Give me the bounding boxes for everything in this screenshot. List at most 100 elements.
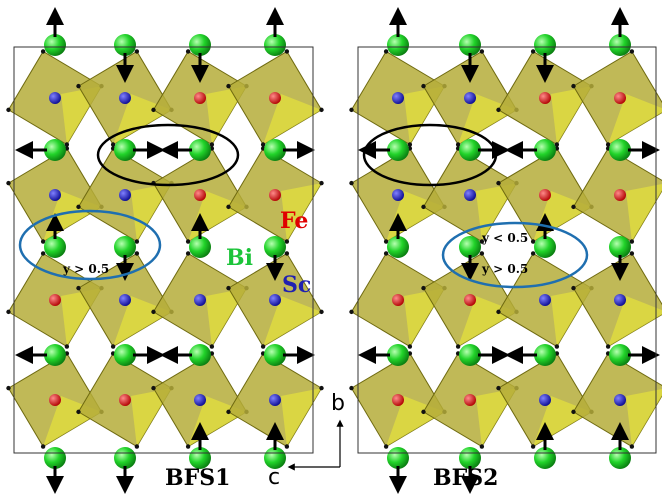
panel-title: BFS2: [433, 465, 498, 491]
oxygen: [151, 108, 155, 112]
oxygen: [65, 142, 69, 146]
bi-atom: [387, 236, 409, 258]
oxygen: [319, 310, 323, 314]
figure: Fe Bi Sc y > 0.5 y < 0.5 y > 0.5 BFS1 BF…: [0, 0, 662, 494]
oxygen: [111, 142, 115, 146]
b-site-atom: [614, 394, 626, 406]
oxygen: [421, 286, 425, 290]
oxygen: [384, 444, 388, 448]
b-site-atom: [269, 189, 281, 201]
b-site-atom: [392, 92, 404, 104]
oxygen: [6, 108, 10, 112]
axis-label: c: [268, 465, 280, 490]
oxygen: [261, 142, 265, 146]
fe-label: Fe: [280, 208, 308, 234]
bi-atom: [609, 447, 631, 469]
oxygen: [226, 205, 230, 209]
b-site-atom: [392, 189, 404, 201]
oxygen: [349, 181, 353, 185]
b-site-atom: [464, 294, 476, 306]
oxygen: [384, 239, 388, 243]
b-site-atom: [539, 394, 551, 406]
b-site-atom: [119, 294, 131, 306]
b-site-atom: [464, 189, 476, 201]
oxygen: [480, 444, 484, 448]
oxygen: [630, 251, 634, 255]
oxygen: [41, 444, 45, 448]
oxygen: [135, 251, 139, 255]
b-site-atom: [614, 92, 626, 104]
b-site-atom: [464, 92, 476, 104]
oxygen: [210, 344, 214, 348]
b-site-atom: [119, 394, 131, 406]
bi-atom: [459, 236, 481, 258]
bi-atom: [387, 34, 409, 56]
oxygen: [6, 310, 10, 314]
oxygen: [41, 251, 45, 255]
bi-atom: [609, 139, 631, 161]
b-site-atom: [392, 294, 404, 306]
b-site-atom: [269, 394, 281, 406]
b-site-atom: [539, 92, 551, 104]
oxygen: [6, 181, 10, 185]
oxygen: [421, 410, 425, 414]
octahedron-face: [281, 388, 322, 446]
bi-atom: [44, 236, 66, 258]
oxygen: [606, 344, 610, 348]
bi-label: Bi: [226, 245, 253, 271]
bi-atom: [609, 344, 631, 366]
oxygen: [319, 181, 323, 185]
oxygen: [76, 286, 80, 290]
b-site-atom: [194, 294, 206, 306]
bi-atom: [189, 34, 211, 56]
octahedron-face: [626, 388, 662, 446]
bi-atom: [534, 236, 556, 258]
oxygen: [630, 239, 634, 243]
oxygen: [111, 344, 115, 348]
oxygen: [186, 49, 190, 53]
oxygen: [571, 205, 575, 209]
bi-atom: [44, 344, 66, 366]
b-site-atom: [614, 294, 626, 306]
bi-atom: [114, 139, 136, 161]
oxygen: [349, 108, 353, 112]
sc-label: Sc: [282, 272, 311, 298]
bi-atom: [459, 34, 481, 56]
bi-atom: [264, 139, 286, 161]
oxygen: [76, 205, 80, 209]
octahedron-face: [626, 183, 662, 241]
bi-atom: [114, 344, 136, 366]
oxygen: [496, 310, 500, 314]
oxygen: [285, 239, 289, 243]
b-site-atom: [49, 189, 61, 201]
oxygen: [41, 239, 45, 243]
oxygen: [349, 386, 353, 390]
bi-atom: [189, 139, 211, 161]
b-site-atom: [269, 92, 281, 104]
oxygen: [421, 205, 425, 209]
bi-atom: [387, 344, 409, 366]
oxygen: [285, 444, 289, 448]
b-site-atom: [614, 189, 626, 201]
oxygen: [76, 410, 80, 414]
oxygen: [319, 386, 323, 390]
oxygen: [186, 239, 190, 243]
oxygen: [135, 49, 139, 53]
oxygen: [480, 251, 484, 255]
b-site-atom: [194, 92, 206, 104]
oxygen: [456, 344, 460, 348]
oxygen: [630, 444, 634, 448]
oxygen: [408, 142, 412, 146]
b-site-atom: [49, 394, 61, 406]
oxygen: [285, 251, 289, 255]
oxygen: [135, 444, 139, 448]
bi-atom: [534, 447, 556, 469]
b-site-atom: [119, 189, 131, 201]
b-site-atom: [539, 189, 551, 201]
b-site-atom: [539, 294, 551, 306]
oxygen: [186, 444, 190, 448]
bi-atom: [114, 34, 136, 56]
oxygen: [408, 344, 412, 348]
oxygen: [630, 49, 634, 53]
oxygen: [480, 49, 484, 53]
